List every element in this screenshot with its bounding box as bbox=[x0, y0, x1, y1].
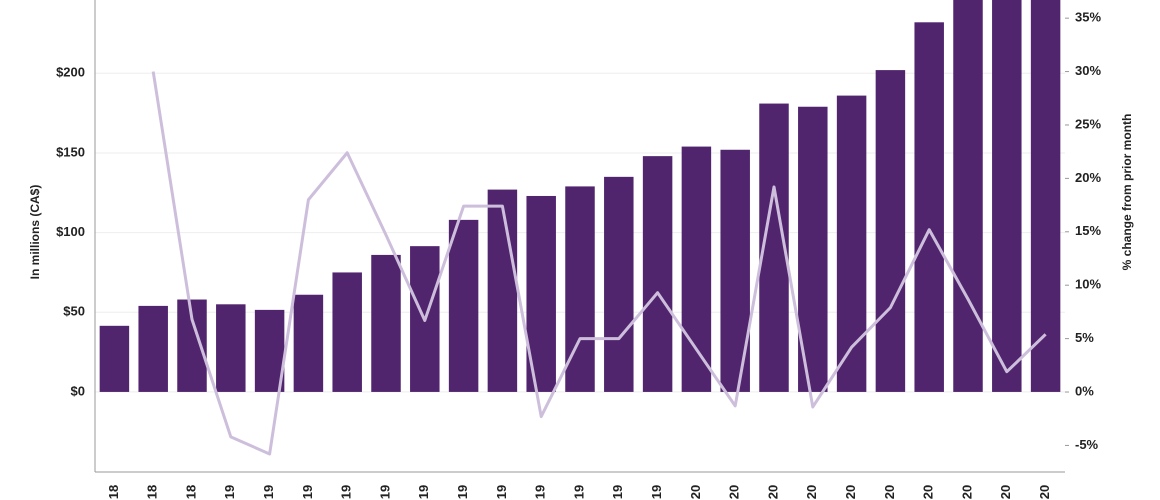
x-tick-label: 19 bbox=[377, 485, 392, 499]
x-tick-label: 19 bbox=[416, 485, 431, 499]
y-tick-label: $100 bbox=[56, 224, 85, 239]
bar bbox=[875, 70, 906, 392]
x-tick-label: 20 bbox=[804, 485, 819, 499]
y2-tick-label: 30% bbox=[1075, 63, 1101, 78]
x-tick-label: 20 bbox=[1037, 485, 1052, 499]
x-tick-label: 19 bbox=[494, 485, 509, 499]
x-tick-label: 19 bbox=[261, 485, 276, 499]
bar bbox=[371, 254, 401, 392]
y-axis-title: In millions (CA$) bbox=[28, 185, 42, 280]
bar bbox=[681, 146, 712, 392]
line bbox=[151, 71, 1047, 456]
x-tick-label: 20 bbox=[998, 485, 1013, 499]
x-tick-label: 19 bbox=[533, 485, 548, 499]
bar bbox=[254, 309, 285, 392]
x-tick-label: 18 bbox=[183, 485, 198, 499]
x-tick-label: 19 bbox=[610, 485, 625, 499]
bar bbox=[99, 325, 130, 392]
bar bbox=[487, 189, 518, 392]
x-tick-label: 20 bbox=[882, 485, 897, 499]
y2-tick-label: 20% bbox=[1075, 170, 1101, 185]
x-tick-label: 19 bbox=[455, 485, 470, 499]
bar bbox=[448, 219, 479, 392]
x-tick-label: 19 bbox=[649, 485, 664, 499]
y2-tick-label: 5% bbox=[1075, 330, 1094, 345]
y-tick-label: $150 bbox=[56, 144, 85, 159]
y-tick-label: $0 bbox=[71, 383, 85, 398]
bar bbox=[992, 0, 1022, 392]
bar bbox=[293, 294, 324, 392]
bar bbox=[953, 0, 983, 392]
x-tick-label: 20 bbox=[921, 485, 936, 499]
x-tick-label: 19 bbox=[222, 485, 237, 499]
bar bbox=[332, 272, 362, 392]
y2-tick-label: -5% bbox=[1075, 437, 1099, 452]
x-tick-label: 18 bbox=[106, 485, 121, 499]
x-tick-label: 20 bbox=[688, 485, 703, 499]
x-tick-label: 19 bbox=[339, 485, 354, 499]
bar bbox=[642, 156, 673, 392]
x-tick-label: 20 bbox=[843, 485, 858, 499]
bar bbox=[138, 305, 168, 392]
bar bbox=[216, 304, 246, 392]
bar bbox=[914, 22, 944, 392]
x-tick-label: 19 bbox=[571, 485, 586, 499]
y2-tick-label: 35% bbox=[1075, 10, 1101, 25]
bar bbox=[1030, 0, 1061, 392]
y2-tick-label: 10% bbox=[1075, 277, 1101, 292]
x-tick-label: 20 bbox=[765, 485, 780, 499]
x-tick-label: 18 bbox=[145, 485, 160, 499]
y-tick-label: $200 bbox=[56, 65, 85, 80]
x-tick-label: 19 bbox=[300, 485, 315, 499]
y2-tick-label: 25% bbox=[1075, 116, 1101, 131]
y2-axis-title: % change from prior month bbox=[1120, 114, 1134, 271]
x-tick-label: 20 bbox=[959, 485, 974, 499]
y2-tick-label: 15% bbox=[1075, 223, 1101, 238]
y-tick-label: $50 bbox=[63, 304, 85, 319]
bar bbox=[836, 95, 867, 392]
bar bbox=[604, 176, 634, 392]
y2-tick-label: 0% bbox=[1075, 383, 1094, 398]
x-tick-label: 20 bbox=[727, 485, 742, 499]
